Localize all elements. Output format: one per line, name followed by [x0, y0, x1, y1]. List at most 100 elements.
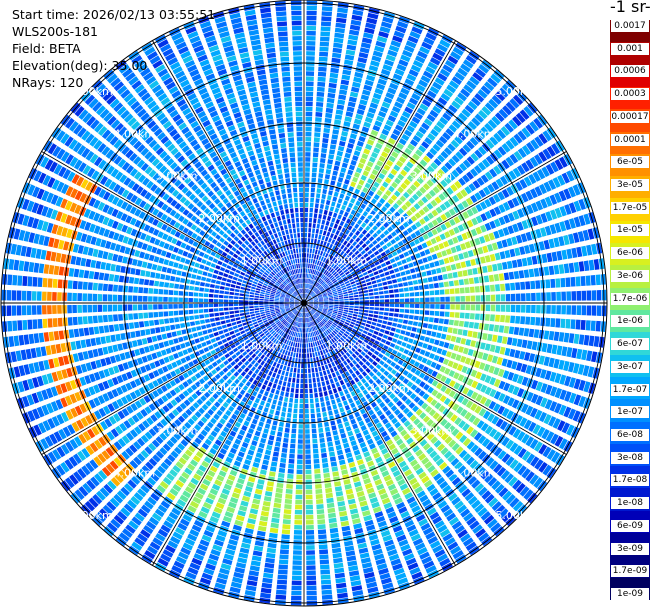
beta-cell — [207, 492, 217, 501]
beta-cell — [283, 339, 288, 344]
beta-cell — [355, 237, 361, 243]
beta-cell — [352, 590, 364, 597]
beta-cell — [126, 371, 133, 380]
beta-cell — [241, 342, 247, 347]
beta-cell — [380, 577, 392, 585]
beta-cell — [455, 446, 464, 455]
beta-cell — [242, 537, 252, 544]
beta-cell — [187, 566, 199, 575]
beta-cell — [193, 424, 202, 432]
beta-cell — [319, 322, 323, 327]
beta-cell — [397, 391, 405, 399]
beta-cell — [455, 336, 462, 344]
beta-cell — [69, 474, 79, 485]
beta-cell — [409, 309, 415, 314]
beta-cell — [321, 321, 325, 325]
beta-cell — [302, 307, 304, 313]
beta-cell — [495, 304, 501, 312]
beta-cell — [462, 423, 470, 432]
beta-cell — [229, 447, 237, 455]
beta-cell — [290, 306, 295, 309]
beta-cell — [418, 126, 427, 135]
beta-cell — [297, 439, 303, 444]
beta-cell — [340, 356, 345, 362]
beta-cell — [531, 216, 539, 227]
beta-cell — [187, 463, 196, 471]
beta-cell — [546, 252, 553, 263]
beta-cell — [330, 139, 338, 145]
beta-cell — [343, 307, 349, 310]
beta-cell — [472, 417, 481, 426]
beta-cell — [391, 492, 401, 501]
beta-cell — [342, 252, 348, 258]
beta-cell — [280, 318, 285, 322]
beta-cell — [374, 45, 385, 53]
beta-cell — [337, 386, 343, 392]
beta-cell — [106, 501, 117, 512]
beta-cell — [404, 451, 413, 459]
beta-cell — [272, 372, 277, 378]
beta-cell — [309, 279, 312, 284]
beta-cell — [243, 532, 253, 540]
beta-cell — [302, 338, 304, 343]
beta-cell — [538, 267, 545, 277]
beta-cell — [332, 349, 337, 355]
beta-cell — [345, 352, 351, 358]
beta-cell — [370, 186, 377, 193]
beta-cell — [438, 193, 446, 201]
beta-cell — [455, 304, 460, 310]
beta-cell — [243, 336, 249, 341]
beta-cell — [397, 207, 405, 215]
beta-cell — [554, 222, 562, 233]
beta-cell — [343, 354, 348, 360]
beta-cell — [355, 145, 363, 152]
beta-cell — [152, 379, 159, 388]
beta-cell — [341, 384, 347, 390]
beta-cell — [533, 268, 540, 277]
beta-cell — [134, 512, 145, 522]
beta-cell — [409, 206, 417, 214]
beta-cell — [342, 69, 352, 76]
beta-cell — [346, 317, 352, 321]
beta-cell — [443, 342, 450, 349]
beta-cell — [98, 436, 107, 447]
beta-cell — [308, 305, 313, 308]
beta-cell — [324, 174, 331, 180]
beta-cell — [509, 459, 519, 470]
beta-cell — [338, 459, 346, 466]
beta-cell — [355, 454, 363, 461]
beta-cell — [347, 343, 352, 349]
beta-cell — [345, 364, 351, 370]
beta-cell — [322, 293, 327, 296]
beta-cell — [306, 555, 316, 560]
beta-cell — [286, 483, 293, 489]
beta-cell — [292, 309, 297, 313]
beta-cell — [394, 380, 401, 387]
beta-cell — [444, 311, 450, 317]
beta-cell — [498, 380, 506, 390]
beta-cell — [375, 364, 382, 370]
beta-cell — [201, 442, 210, 450]
beta-cell — [392, 396, 400, 404]
beta-cell — [372, 360, 378, 367]
beta-cell — [471, 117, 481, 127]
beta-cell — [357, 437, 365, 444]
beta-cell — [320, 314, 325, 318]
beta-cell — [554, 373, 562, 384]
beta-cell — [368, 243, 374, 249]
beta-cell — [213, 413, 220, 421]
beta-cell — [390, 327, 396, 332]
beta-cell — [398, 367, 405, 374]
beta-cell — [463, 278, 469, 285]
beta-cell — [306, 590, 317, 596]
beta-cell — [308, 301, 314, 303]
beta-cell — [471, 479, 481, 489]
beta-cell — [41, 404, 50, 416]
beta-cell — [453, 320, 459, 327]
beta-cell — [77, 450, 87, 462]
beta-cell — [389, 488, 399, 496]
beta-cell — [254, 488, 263, 495]
beta-cell — [313, 306, 318, 309]
beta-cell — [490, 73, 502, 84]
beta-cell — [196, 398, 204, 406]
